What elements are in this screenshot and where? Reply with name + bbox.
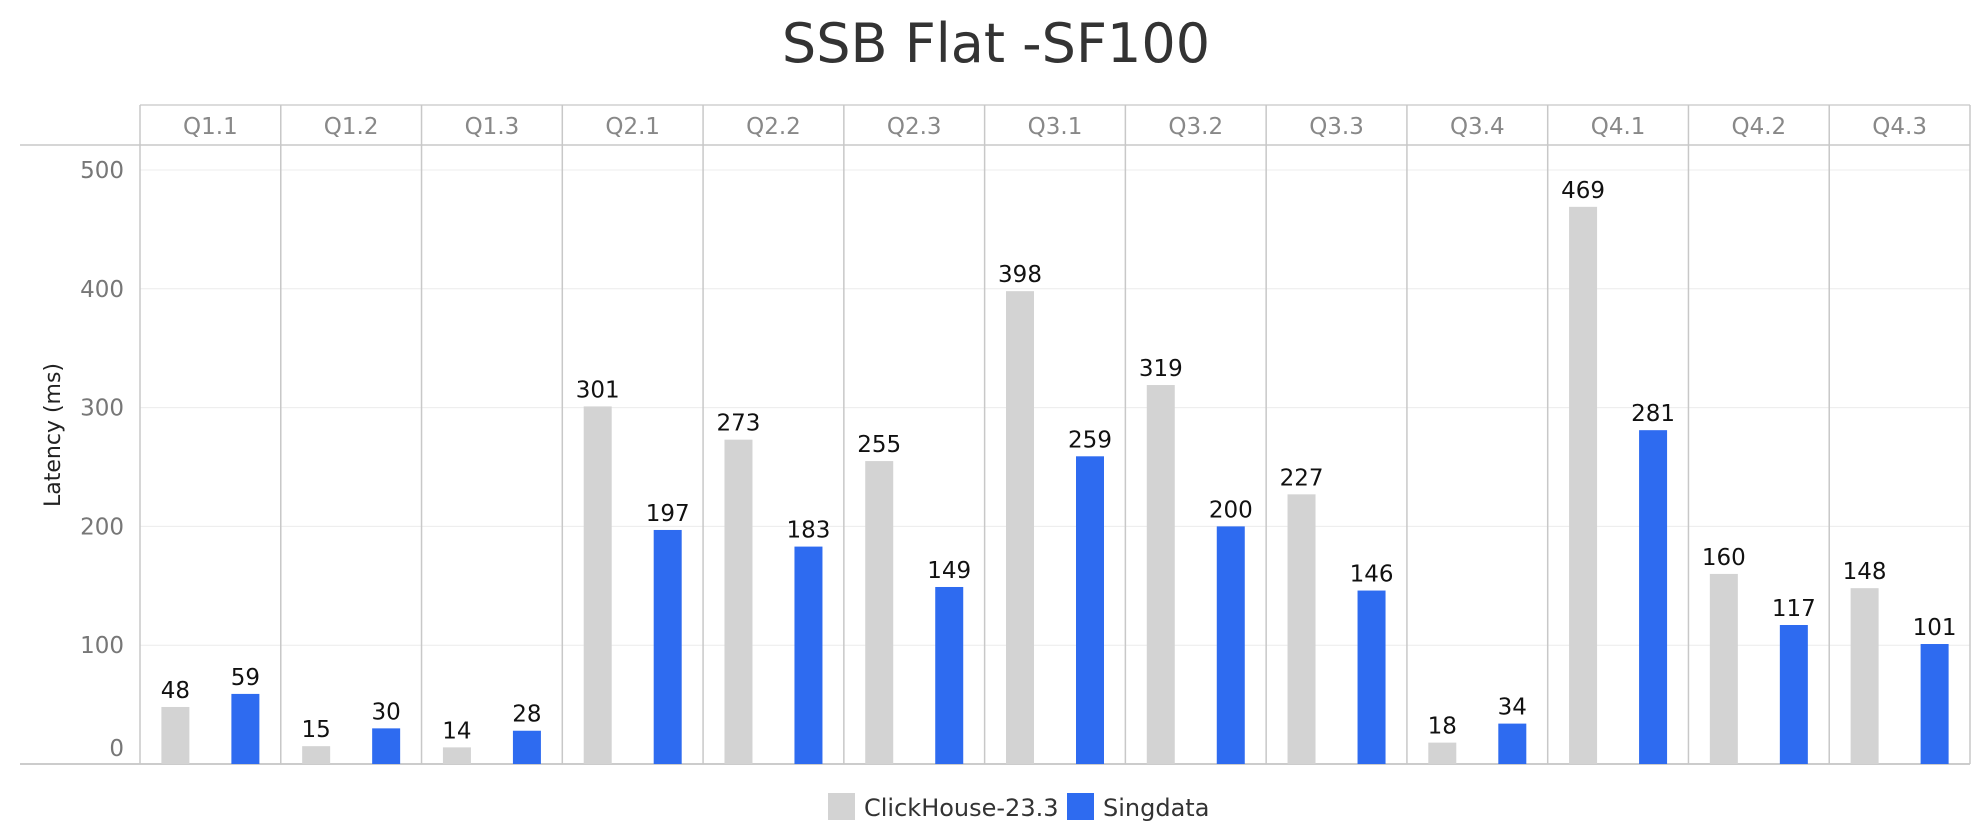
data-label: 101	[1913, 615, 1957, 641]
bar-clickhouse	[1146, 385, 1175, 764]
y-axis: 0 100 200 300 400 500	[80, 158, 124, 762]
bars	[161, 206, 1949, 764]
bar-singdata	[794, 546, 823, 764]
bar-singdata	[1357, 590, 1386, 764]
data-label: 227	[1280, 465, 1324, 491]
data-label: 28	[512, 702, 541, 728]
category-label: Q3.2	[1168, 114, 1223, 140]
data-label: 183	[787, 518, 831, 544]
category-label: Q3.4	[1450, 114, 1505, 140]
data-label: 34	[1498, 695, 1527, 721]
category-header: Q1.1 Q1.2 Q1.3 Q2.1 Q2.2 Q2.3 Q3.1 Q3.2 Q3.3 Q3.4…	[20, 104, 1971, 765]
data-label: 398	[998, 262, 1042, 288]
category-label: Q4.2	[1732, 114, 1787, 140]
data-label: 319	[1139, 356, 1183, 382]
y-tick-label: 300	[80, 396, 124, 422]
bar-singdata	[653, 529, 682, 764]
data-label: 18	[1428, 714, 1457, 740]
category-label: Q4.1	[1591, 114, 1646, 140]
data-label: 146	[1350, 562, 1394, 588]
data-label: 281	[1631, 401, 1675, 427]
y-tick-label: 500	[80, 158, 124, 184]
grid	[140, 169, 1970, 646]
bar-clickhouse	[1709, 573, 1738, 764]
bar-clickhouse	[161, 706, 190, 764]
category-label: Q2.3	[887, 114, 942, 140]
bar-clickhouse	[1850, 588, 1879, 764]
y-tick-label: 200	[80, 514, 124, 540]
y-axis-title: Latency (ms)	[41, 363, 66, 507]
category-label: Q1.2	[324, 114, 379, 140]
category-label: Q1.1	[183, 114, 238, 140]
bar-singdata	[1920, 644, 1949, 764]
y-tick-label: 0	[109, 736, 124, 762]
data-label: 59	[231, 665, 260, 691]
category-label: Q1.3	[465, 114, 520, 140]
bar-clickhouse	[1006, 291, 1034, 764]
legend-swatch	[828, 793, 855, 820]
data-label: 148	[1843, 559, 1887, 585]
bar-singdata	[935, 586, 964, 764]
bar-singdata	[512, 730, 541, 764]
y-tick-label: 400	[80, 277, 124, 303]
category-label: Q3.1	[1028, 114, 1083, 140]
bar-singdata	[231, 693, 260, 764]
data-label: 273	[717, 411, 761, 437]
data-label: 255	[857, 432, 901, 458]
data-label: 30	[372, 699, 401, 725]
bar-singdata	[1076, 456, 1104, 764]
bar-singdata	[1779, 625, 1808, 764]
data-labels: 48 15 14 301 273 255 398 319 227 18 469 160 148 59 30 2…	[161, 178, 1957, 745]
data-label: 259	[1068, 427, 1112, 453]
bar-singdata	[372, 728, 401, 764]
data-label: 301	[576, 377, 620, 403]
bar-singdata	[1498, 723, 1527, 764]
bar-clickhouse	[302, 746, 331, 764]
data-label: 160	[1702, 545, 1746, 571]
data-label: 14	[442, 718, 471, 744]
legend-label: Singdata	[1103, 794, 1209, 822]
bar-clickhouse	[865, 461, 894, 764]
bar-clickhouse	[442, 747, 471, 764]
bar-singdata	[1216, 526, 1245, 764]
category-label: Q3.3	[1309, 114, 1364, 140]
bar-clickhouse	[1428, 742, 1457, 764]
category-label: Q2.1	[605, 114, 660, 140]
category-label: Q4.3	[1872, 114, 1927, 140]
chart-title: SSB Flat -SF100	[782, 12, 1210, 75]
data-label: 469	[1561, 178, 1605, 204]
data-label: 15	[302, 717, 331, 743]
bar-clickhouse	[1287, 494, 1316, 764]
bar-clickhouse	[1569, 206, 1598, 764]
bar-singdata	[1639, 430, 1668, 764]
legend: ClickHouse-23.3 Singdata	[828, 793, 1209, 822]
data-label: 197	[646, 501, 690, 527]
data-label: 117	[1772, 596, 1816, 622]
bar-clickhouse	[583, 406, 612, 764]
legend-swatch	[1067, 793, 1094, 820]
data-label: 48	[161, 678, 190, 704]
y-tick-label: 100	[80, 633, 124, 659]
bar-clickhouse	[724, 439, 753, 764]
legend-label: ClickHouse-23.3	[864, 794, 1059, 822]
data-label: 149	[927, 558, 971, 584]
data-label: 200	[1209, 497, 1253, 523]
category-label: Q2.2	[746, 114, 801, 140]
